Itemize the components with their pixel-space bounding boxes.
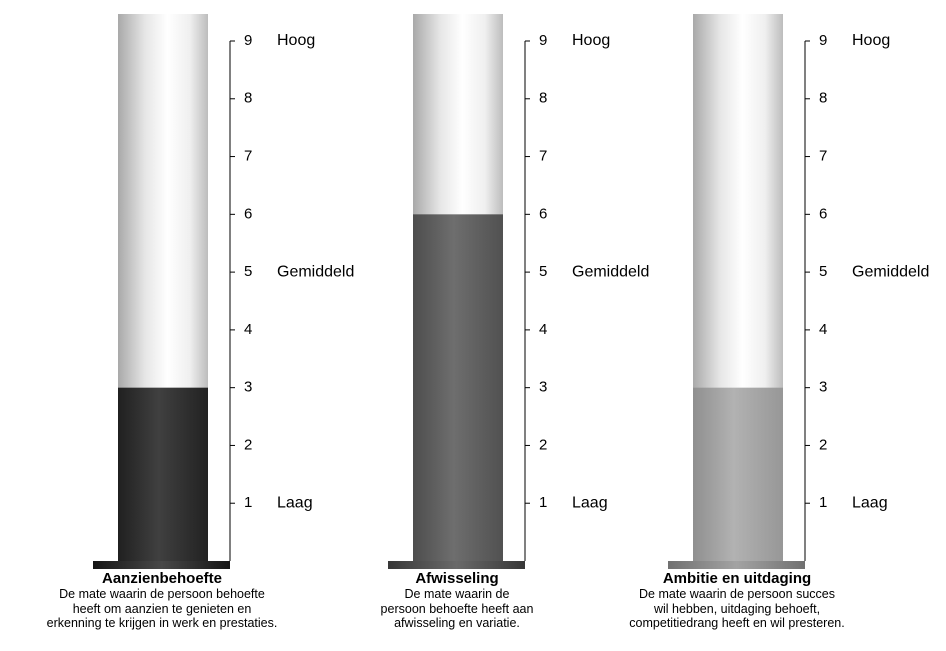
bar-Aanzienbehoefte	[118, 387, 208, 561]
chart-svg: 1 2 3 4 5 6 7 8 9 Hoog Gemiddeld Laag	[93, 14, 354, 569]
level-label-laag: Laag	[277, 494, 313, 511]
chart-description-line: De mate waarin de persoon succes	[639, 587, 835, 601]
y-tick-label: 7	[244, 148, 252, 165]
y-tick-label: 7	[539, 148, 547, 165]
chart-description-line: De mate waarin de persoon behoefte	[59, 587, 265, 601]
chart-description-line: competitiedrang heeft en wil presteren.	[629, 616, 845, 630]
bar-base	[388, 561, 525, 569]
level-label-laag: Laag	[852, 494, 888, 511]
bar-Afwisseling	[413, 214, 503, 562]
y-tick-label: 3	[819, 379, 827, 396]
level-label-hoog: Hoog	[852, 32, 890, 49]
chart-svg: 1 2 3 4 5 6 7 8 9 Hoog Gemiddeld Laag	[388, 14, 649, 569]
y-tick-label: 6	[819, 205, 827, 222]
y-tick-label: 6	[244, 205, 252, 222]
y-tick-label: 2	[539, 436, 547, 453]
chart-description-line: erkenning te krijgen in werk en prestati…	[46, 616, 278, 630]
y-tick-label: 9	[819, 32, 827, 49]
chart-description-line: wil hebben, uitdaging behoeft,	[653, 601, 821, 616]
chart-title: Aanzienbehoefte	[101, 570, 222, 587]
y-tick-label: 3	[244, 379, 252, 396]
chart-panel-3: 1 2 3 4 5 6 7 8 9 Hoog Gemiddeld Laag Ambitie en uit…	[575, 0, 929, 651]
y-tick-label: 6	[539, 205, 547, 222]
y-tick-label: 4	[819, 321, 827, 338]
chart-svg: 1 2 3 4 5 6 7 8 9 Hoog Gemiddeld Laag	[668, 14, 929, 569]
chart-description-line: persoon behoefte heeft aan	[380, 601, 534, 616]
bar-Ambitie en uitdaging	[693, 387, 783, 561]
chart-caption: Afwisseling De mate waarin de persoon beho…	[307, 570, 607, 631]
level-label-gemiddeld: Gemiddeld	[572, 263, 649, 280]
y-tick-label: 1	[539, 494, 547, 511]
level-label-hoog: Hoog	[572, 32, 610, 49]
chart-title: Afwisseling	[415, 570, 499, 587]
y-tick-label: 4	[244, 321, 252, 338]
y-tick-label: 2	[244, 436, 252, 453]
level-label-laag: Laag	[572, 494, 608, 511]
y-tick-label: 4	[539, 321, 547, 338]
y-tick-label: 2	[819, 436, 827, 453]
chart-title: Ambitie en uitdaging	[662, 570, 812, 587]
y-tick-label: 3	[539, 379, 547, 396]
chart-panel-1: 1 2 3 4 5 6 7 8 9 Hoog Gemiddeld Laag Aanzienbehoeft…	[0, 0, 354, 651]
y-tick-label: 7	[819, 148, 827, 165]
level-label-gemiddeld: Gemiddeld	[852, 263, 929, 280]
y-tick-label: 5	[539, 263, 547, 280]
y-tick-label: 8	[539, 90, 547, 107]
level-label-gemiddeld: Gemiddeld	[277, 263, 354, 280]
chart-description-line: afwisseling en variatie.	[394, 616, 520, 630]
bar-base	[668, 561, 805, 569]
level-label-hoog: Hoog	[277, 32, 315, 49]
y-tick-label: 5	[244, 263, 252, 280]
y-tick-label: 5	[819, 263, 827, 280]
chart-description-line: heeft om aanzien te genieten en	[72, 601, 252, 616]
y-tick-label: 9	[539, 32, 547, 49]
y-tick-label: 8	[819, 90, 827, 107]
chart-panel-2: 1 2 3 4 5 6 7 8 9 Hoog Gemiddeld Laag Afwisseling De …	[295, 0, 649, 651]
chart-caption: Aanzienbehoefte De mate waarin de persoon…	[12, 570, 312, 631]
chart-description-line: De mate waarin de	[404, 587, 510, 601]
y-tick-label: 1	[819, 494, 827, 511]
bar-base	[93, 561, 230, 569]
y-tick-label: 8	[244, 90, 252, 107]
y-tick-label: 1	[244, 494, 252, 511]
chart-caption: Ambitie en uitdaging De mate waarin de pe…	[587, 570, 887, 631]
y-tick-label: 9	[244, 32, 252, 49]
